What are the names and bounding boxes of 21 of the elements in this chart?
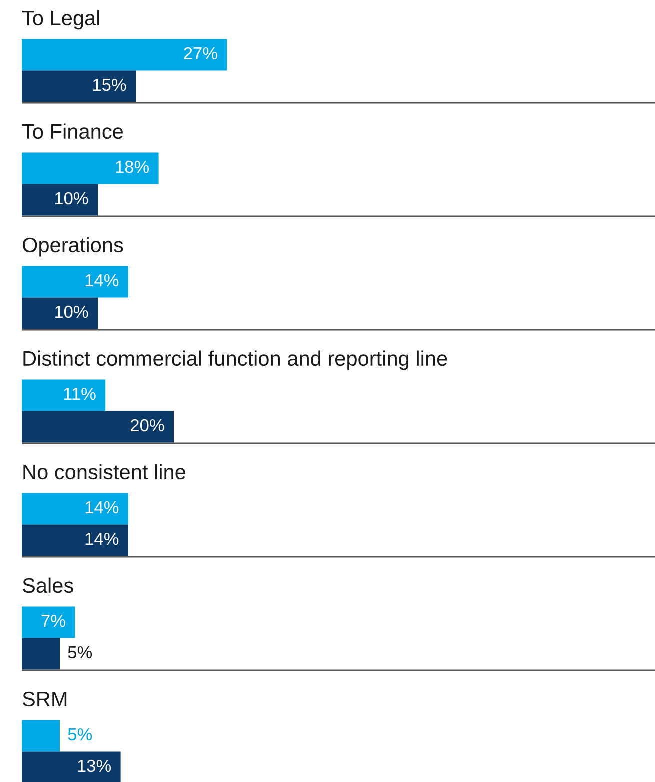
y-tick-label: To Finance — [22, 124, 123, 140]
y-tick-label: Sales — [22, 578, 74, 594]
y-tick-label: Distinct commercial function and reporting line — [24, 350, 448, 370]
data-label: 14% — [86, 501, 119, 514]
data-label: 15% — [93, 78, 126, 92]
data-label: 11% — [64, 388, 96, 400]
data-label: 18% — [116, 160, 150, 174]
y-tick-label: No consistent line — [24, 464, 186, 480]
y-tick-label: Operations — [22, 237, 124, 257]
data-label: 14% — [86, 274, 119, 287]
data-label: 7% — [42, 614, 66, 628]
data-label: 10% — [55, 192, 88, 205]
y-tick-label: To Legal — [22, 10, 100, 30]
data-label: 13% — [78, 760, 112, 772]
data-label: 5% — [68, 646, 92, 659]
data-label: 5% — [68, 728, 92, 741]
data-label: 20% — [131, 419, 164, 432]
data-label: 10% — [55, 306, 88, 318]
y-tick-label: SRM — [22, 692, 67, 707]
data-label: 14% — [86, 532, 119, 546]
data-label: 27% — [184, 47, 218, 60]
